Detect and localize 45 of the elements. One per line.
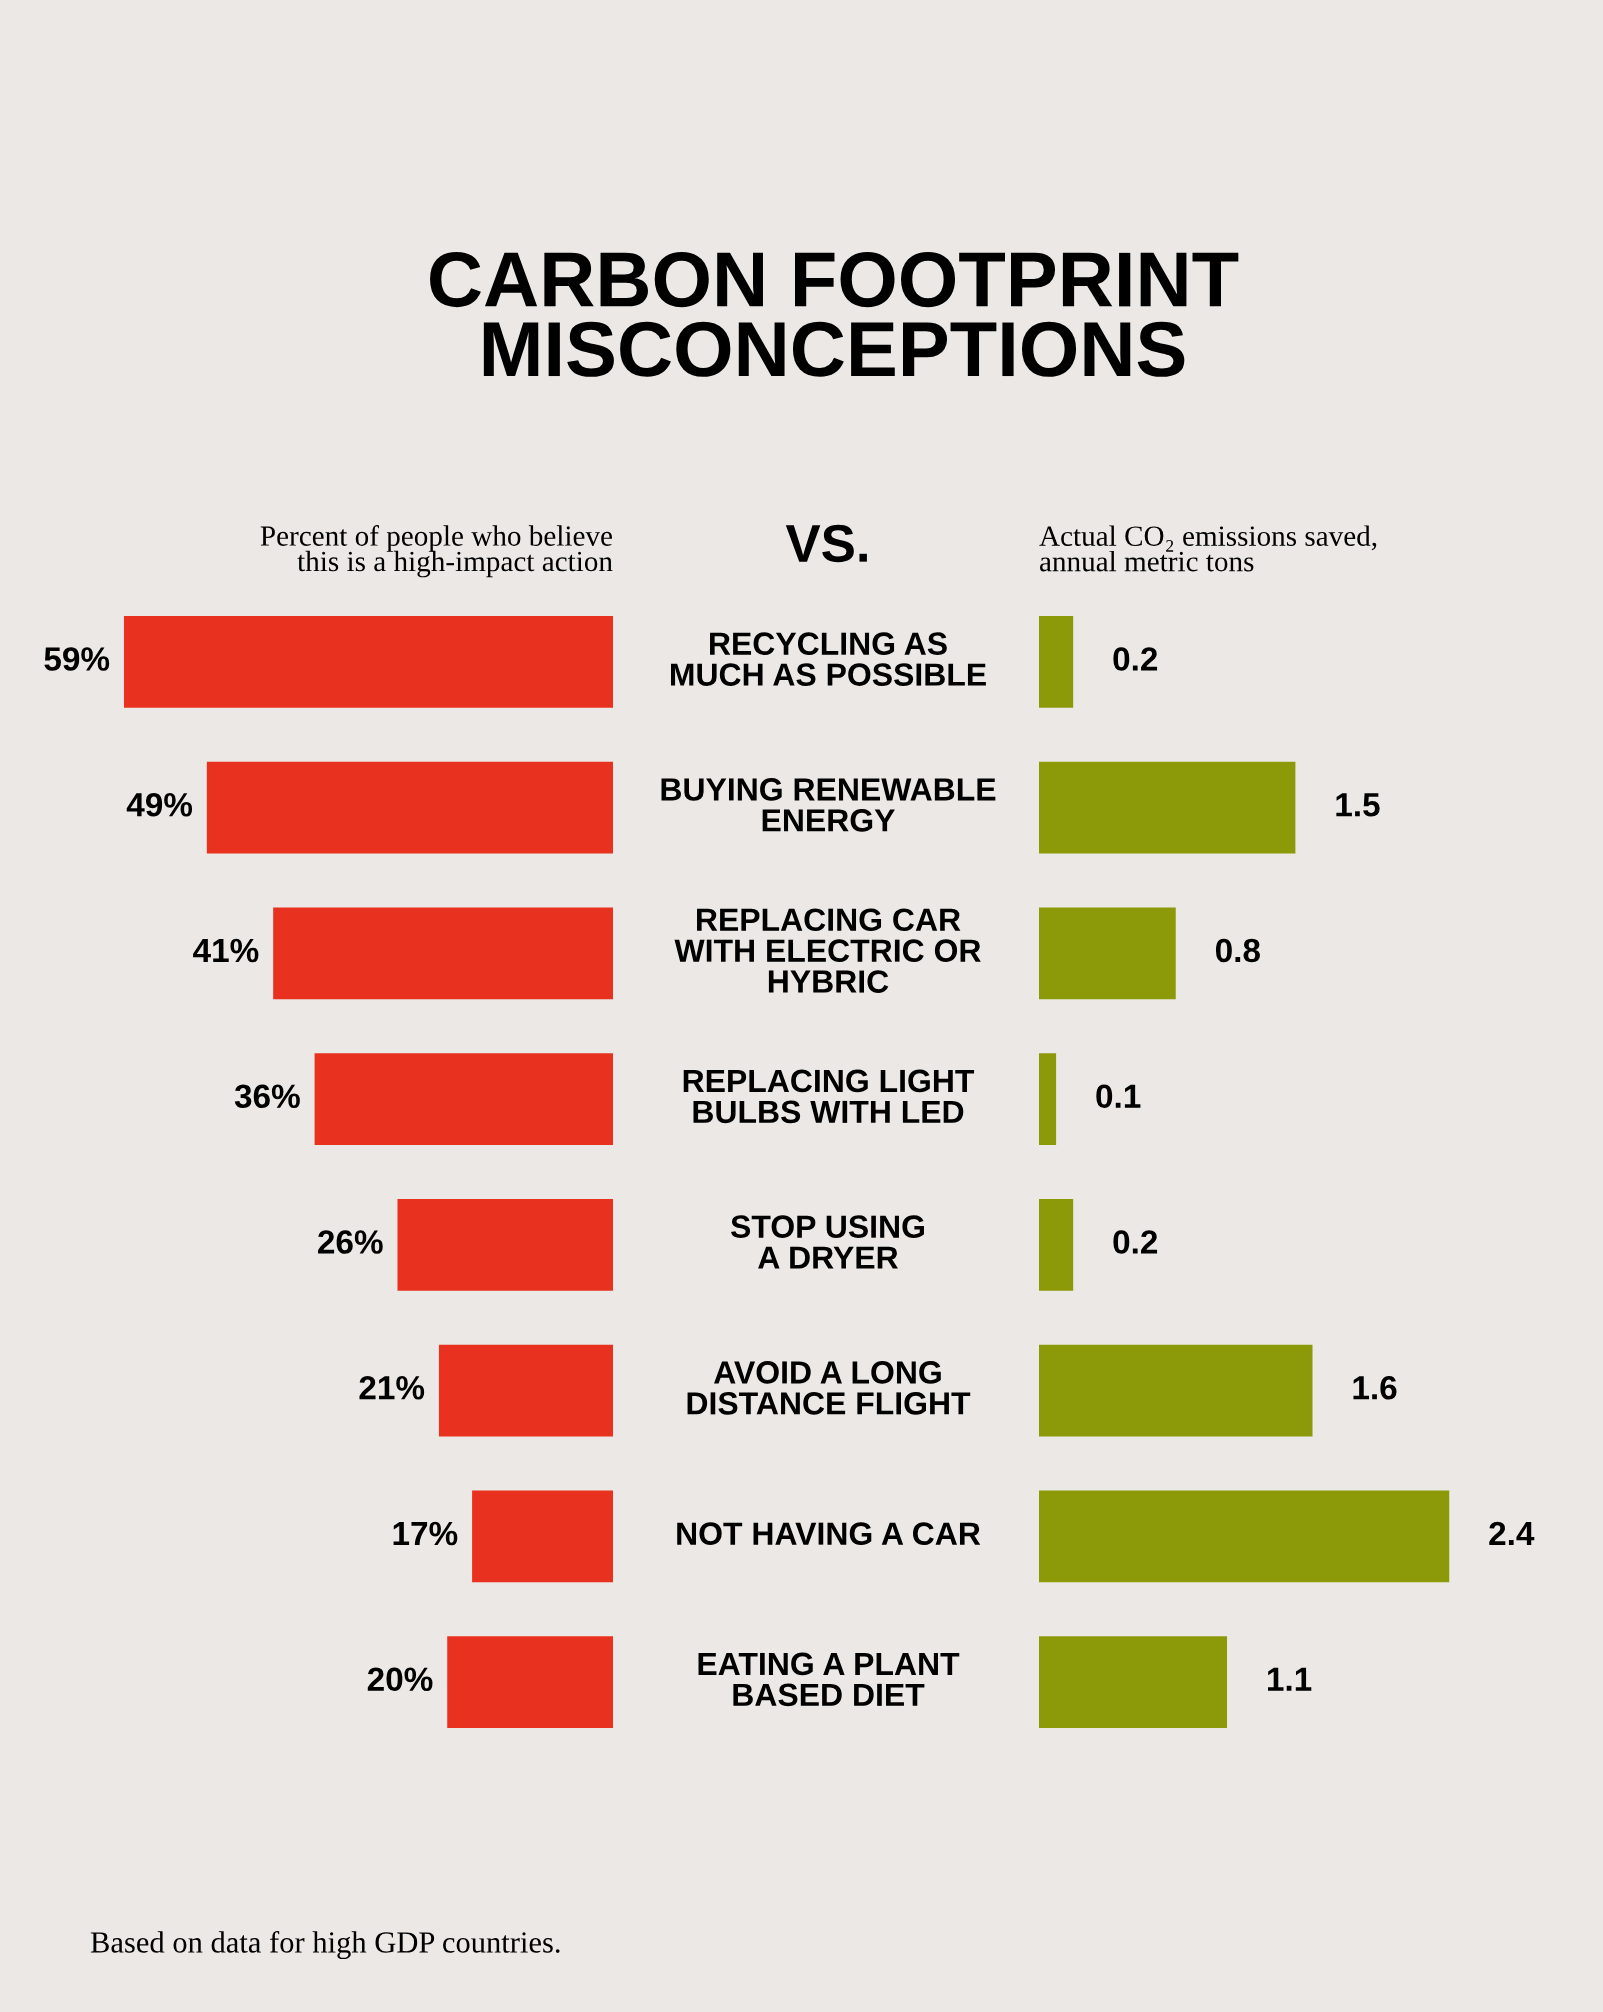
bar <box>206 761 613 854</box>
bar <box>1039 1344 1313 1437</box>
data-label: 20% <box>367 1667 433 1692</box>
x-axis-title: Percent of people who believe this is a high-impact action <box>260 525 613 578</box>
data-label: 59% <box>44 647 110 671</box>
data-label: 1.6 <box>1353 1375 1397 1400</box>
data-label: 17% <box>393 1521 458 1546</box>
y-tick-label: REPLACING LIGHT BULBS WITH LED <box>683 1069 975 1124</box>
y-tick-label: REPLACING CAR WITH ELECTRIC OR HYBRIC <box>674 908 981 993</box>
y-tick-label: BUYING RENEWABLE ENERGY <box>661 778 996 832</box>
bar <box>397 1198 613 1291</box>
bar <box>1039 1490 1450 1583</box>
y-tick-label: NOT HAVING A CAR <box>677 1522 981 1545</box>
bar <box>438 1344 613 1437</box>
y-tick-label: RECYCLING AS MUCH AS POSSIBLE <box>671 632 986 686</box>
y-tick-label: EATING A PLANT BASED DIET <box>698 1652 960 1707</box>
bar <box>1039 1053 1057 1146</box>
data-label: 49% <box>126 792 193 817</box>
data-label: 2.4 <box>1489 1521 1535 1545</box>
text: CARBON FOOTPRINT MISCONCEPTIONS <box>430 252 1239 377</box>
text: VS. <box>785 524 867 563</box>
data-label: 1.1 <box>1268 1667 1312 1691</box>
data-label: 36% <box>234 1084 300 1109</box>
bar <box>1039 615 1074 708</box>
data-label: 1.5 <box>1336 793 1380 817</box>
data-label: 41% <box>193 938 259 963</box>
data-label: 21% <box>359 1375 425 1400</box>
bar <box>447 1636 613 1729</box>
data-label: 0.2 <box>1113 647 1158 671</box>
bar <box>123 615 613 708</box>
y-tick-label: STOP USING A DRYER <box>730 1215 924 1269</box>
data-label: 0.1 <box>1096 1084 1141 1109</box>
bar <box>1039 1636 1228 1729</box>
data-label: 0.8 <box>1215 938 1260 963</box>
bar <box>1039 1198 1074 1291</box>
x-axis-title: Actual CO₂ emissions saved, annual metric tons <box>1039 525 1377 572</box>
bar <box>273 907 613 1000</box>
data-label: 0.2 <box>1113 1230 1158 1254</box>
bar <box>472 1490 613 1583</box>
bar <box>1039 907 1176 1000</box>
data-label: 26% <box>318 1230 383 1254</box>
text: Based on data for high GDP countries. <box>90 1930 560 1960</box>
bar <box>314 1053 613 1146</box>
bar <box>1039 761 1296 854</box>
y-tick-label: AVOID A LONG DISTANCE FLIGHT <box>687 1361 971 1415</box>
